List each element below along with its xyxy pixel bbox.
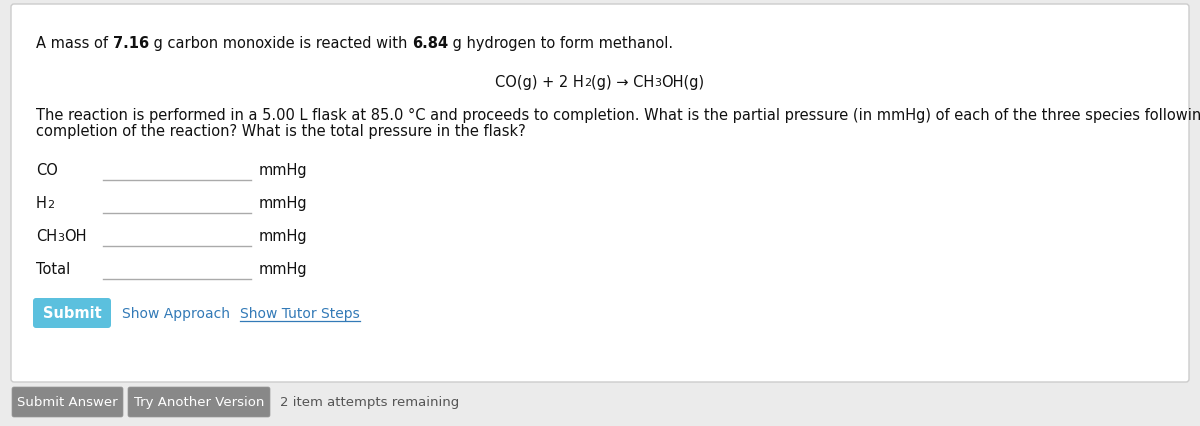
Text: mmHg: mmHg [259, 228, 307, 243]
Text: Show Tutor Steps: Show Tutor Steps [240, 306, 360, 320]
FancyBboxPatch shape [11, 5, 1189, 382]
Text: 6.84: 6.84 [412, 36, 448, 51]
Text: Show Approach: Show Approach [122, 306, 230, 320]
Text: OH(g): OH(g) [661, 75, 704, 90]
Text: Try Another Version: Try Another Version [134, 396, 264, 409]
Text: 2: 2 [584, 78, 592, 88]
Text: 7.16: 7.16 [113, 36, 149, 51]
FancyBboxPatch shape [128, 387, 270, 417]
Text: mmHg: mmHg [259, 163, 307, 178]
Text: Submit Answer: Submit Answer [17, 396, 118, 409]
FancyBboxPatch shape [34, 298, 112, 328]
Text: H: H [36, 196, 47, 210]
FancyBboxPatch shape [12, 387, 124, 417]
Text: mmHg: mmHg [259, 262, 307, 276]
Text: mmHg: mmHg [259, 196, 307, 210]
Text: Total: Total [36, 262, 71, 276]
Text: CH: CH [36, 228, 58, 243]
Text: CO(g) + 2 H: CO(g) + 2 H [496, 75, 584, 90]
Text: 2: 2 [47, 199, 54, 210]
Text: 2 item attempts remaining: 2 item attempts remaining [280, 396, 460, 409]
Text: 3: 3 [58, 233, 64, 242]
Text: g hydrogen to form methanol.: g hydrogen to form methanol. [448, 36, 673, 51]
Text: completion of the reaction? What is the total pressure in the flask?: completion of the reaction? What is the … [36, 124, 526, 139]
Text: g carbon monoxide is reacted with: g carbon monoxide is reacted with [149, 36, 412, 51]
Text: CO: CO [36, 163, 58, 178]
Text: OH: OH [64, 228, 86, 243]
Text: 3: 3 [654, 78, 661, 88]
Text: Submit: Submit [43, 306, 101, 321]
Text: A mass of: A mass of [36, 36, 113, 51]
Text: (g) → CH: (g) → CH [592, 75, 654, 90]
Text: The reaction is performed in a 5.00 L flask at 85.0 °C and proceeds to completio: The reaction is performed in a 5.00 L fl… [36, 108, 1200, 123]
